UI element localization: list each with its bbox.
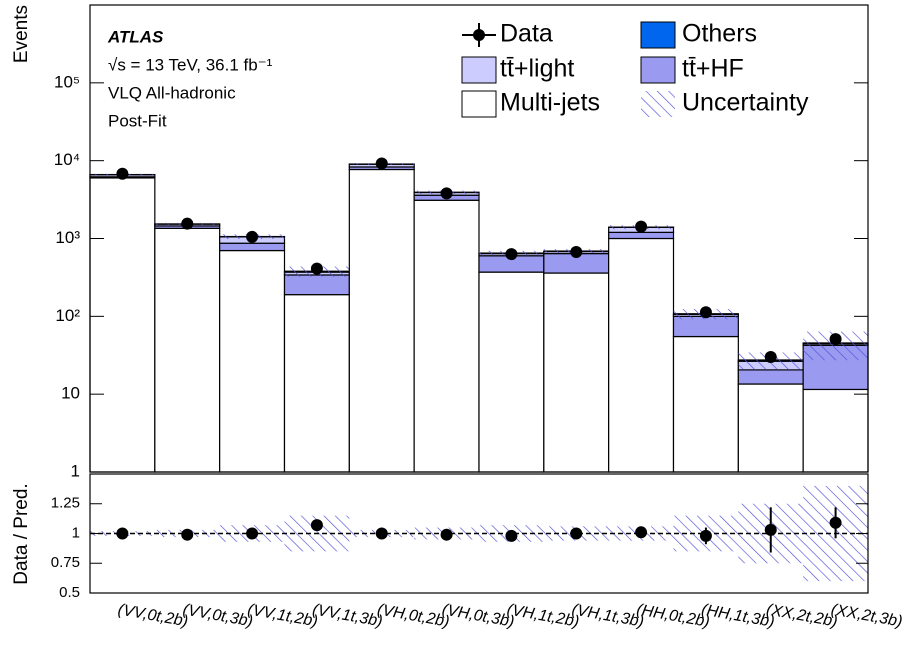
- data-point: [635, 220, 648, 233]
- legend-swatch: [640, 21, 676, 49]
- bar-segment: [543, 272, 610, 473]
- legend-swatch: [461, 56, 497, 84]
- legend-label: Multi-jets: [500, 89, 600, 117]
- bar-segment: [608, 231, 675, 240]
- bar-segment: [478, 271, 545, 473]
- data-point: [829, 333, 842, 346]
- bar-segment: [737, 369, 804, 385]
- data-point: [181, 528, 194, 541]
- ratio-tick-label: 1.25: [51, 495, 80, 512]
- y-axis-label: Events: [11, 5, 32, 63]
- ratio-tick-label: 1: [72, 524, 80, 541]
- data-point: [246, 230, 259, 243]
- data-point: [764, 523, 777, 536]
- bar-segment: [89, 177, 156, 473]
- bar-segment: [219, 242, 286, 252]
- bar-segment: [672, 315, 739, 338]
- bar-segment: [737, 383, 804, 473]
- data-point: [375, 527, 388, 540]
- legend-label: Data: [500, 20, 553, 48]
- legend-swatch: [640, 56, 676, 84]
- data-point: [829, 516, 842, 529]
- y-tick-label: 10²: [55, 306, 80, 325]
- y-tick-label: 10⁴: [54, 150, 80, 169]
- legend-label: Others: [682, 20, 757, 48]
- y-tick-label: 10³: [55, 228, 80, 247]
- data-point: [505, 248, 518, 261]
- bar-segment: [608, 237, 675, 473]
- data-point: [310, 519, 323, 532]
- data-point: [440, 187, 453, 200]
- y-tick-label: 1: [71, 461, 80, 480]
- legend-swatch: [461, 90, 497, 118]
- data-point: [635, 526, 648, 539]
- data-point: [570, 246, 583, 259]
- bar-segment: [154, 227, 221, 473]
- ratio-tick-label: 0.75: [51, 554, 80, 571]
- data-point: [440, 528, 453, 541]
- data-point: [246, 527, 259, 540]
- data-point: [310, 262, 323, 275]
- legend-label: tt̄+HF: [682, 55, 744, 83]
- data-point: [375, 157, 388, 170]
- annotation: √s = 13 TeV, 36.1 fb⁻¹: [108, 55, 273, 74]
- legend-swatch: [641, 91, 675, 117]
- data-point: [505, 529, 518, 542]
- ratio-tick-label: 0.5: [59, 584, 80, 601]
- ratio-axis-label: Data / Pred.: [11, 483, 32, 584]
- bar-segment: [348, 168, 415, 473]
- data-point: [699, 529, 712, 542]
- legend-label: Uncertainty: [682, 89, 809, 117]
- data-point: [116, 167, 129, 180]
- y-tick-label: 10⁵: [54, 72, 80, 91]
- data-point: [699, 306, 712, 319]
- legend-data-marker: [473, 29, 485, 41]
- bar-segment: [802, 388, 869, 473]
- bar-segment: [672, 335, 739, 473]
- legend-label: tt̄+light: [500, 55, 574, 83]
- data-point: [570, 527, 583, 540]
- data-point: [116, 527, 129, 540]
- marks: [89, 157, 869, 582]
- annotation: VLQ All-hadronic: [108, 83, 236, 102]
- bar-segment: [219, 249, 286, 473]
- y-tick-label: 10: [61, 384, 80, 403]
- bar-segment: [283, 294, 350, 473]
- bar-segment: [283, 274, 350, 296]
- bar-segment: [413, 199, 480, 473]
- data-point: [181, 217, 194, 230]
- experiment-label: ATLAS: [107, 27, 164, 46]
- data-point: [764, 351, 777, 364]
- annotation: Post-Fit: [108, 111, 167, 130]
